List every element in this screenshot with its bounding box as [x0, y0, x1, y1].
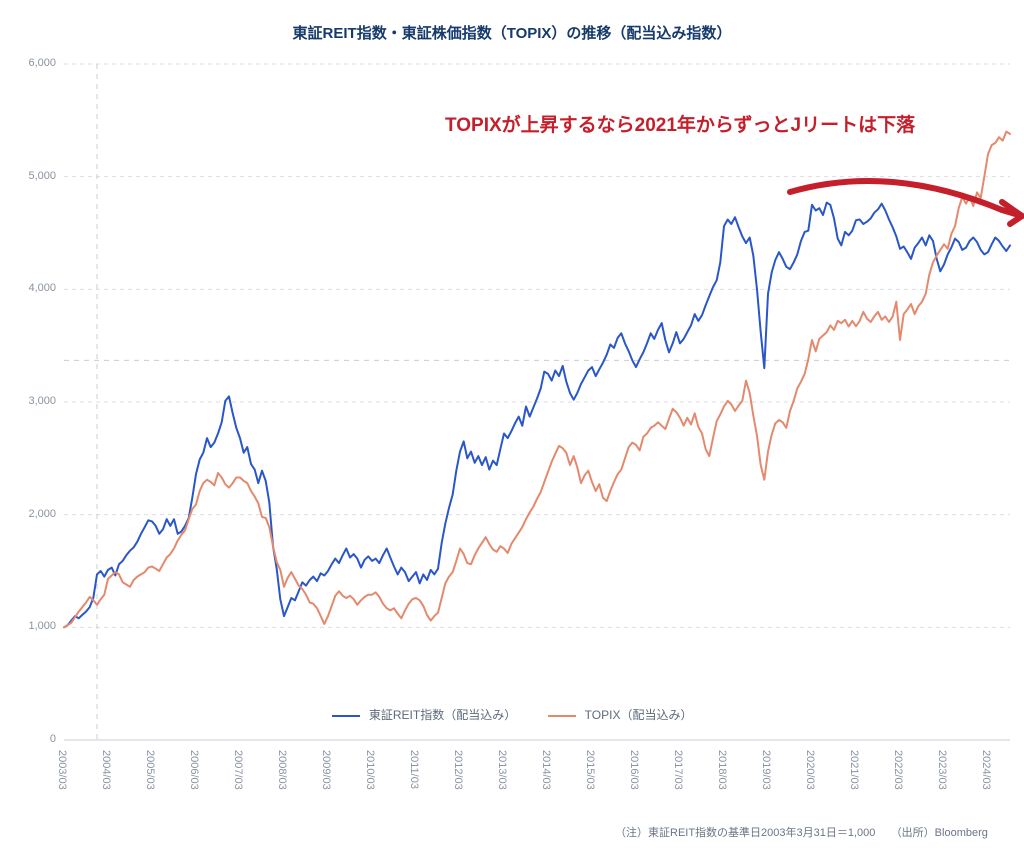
legend: 東証REIT指数（配当込み） TOPIX（配当込み） [0, 706, 1024, 723]
x-tick-label: 2023/03 [936, 750, 948, 790]
y-tick-label: 3,000 [28, 395, 56, 407]
x-tick-label: 2009/03 [320, 750, 332, 790]
legend-item-reit: 東証REIT指数（配当込み） [332, 706, 517, 723]
x-tick-label: 2018/03 [716, 750, 728, 790]
x-tick-label: 2020/03 [804, 750, 816, 790]
legend-label-topix: TOPIX（配当込み） [585, 708, 693, 722]
x-tick-label: 2014/03 [540, 750, 552, 790]
y-tick-label: 1,000 [28, 620, 56, 632]
chart-container: { "chart": { "type": "line", "title": "東… [0, 0, 1024, 849]
legend-label-reit: 東証REIT指数（配当込み） [369, 708, 516, 722]
x-tick-label: 2006/03 [188, 750, 200, 790]
legend-swatch-reit [332, 715, 360, 717]
x-tick-label: 2022/03 [892, 750, 904, 790]
x-tick-label: 2016/03 [628, 750, 640, 790]
x-tick-label: 2019/03 [760, 750, 772, 790]
x-tick-label: 2007/03 [232, 750, 244, 790]
y-tick-label: 0 [50, 733, 56, 745]
x-tick-label: 2011/03 [408, 750, 420, 789]
x-tick-label: 2003/03 [56, 750, 68, 790]
footnote-note: （注）東証REIT指数の基準日2003年3月31日＝1,000 [615, 827, 875, 839]
x-tick-label: 2008/03 [276, 750, 288, 790]
y-tick-label: 6,000 [28, 57, 56, 69]
x-tick-label: 2012/03 [452, 750, 464, 790]
y-tick-label: 5,000 [28, 170, 56, 182]
y-tick-label: 2,000 [28, 508, 56, 520]
x-tick-label: 2021/03 [848, 750, 860, 790]
footnote: （注）東証REIT指数の基準日2003年3月31日＝1,000 （出所）Bloo… [615, 824, 988, 840]
x-tick-label: 2013/03 [496, 750, 508, 790]
legend-item-topix: TOPIX（配当込み） [548, 706, 693, 723]
x-tick-label: 2010/03 [364, 750, 376, 790]
x-tick-label: 2005/03 [144, 750, 156, 790]
x-tick-label: 2024/03 [980, 750, 992, 790]
x-tick-label: 2004/03 [100, 750, 112, 790]
y-tick-label: 4,000 [28, 282, 56, 294]
legend-swatch-topix [548, 715, 576, 717]
x-tick-label: 2017/03 [672, 750, 684, 790]
footnote-source: （出所）Bloomberg [891, 827, 988, 839]
annotation-text: TOPIXが上昇するなら2021年からずっとJリートは下落 [445, 110, 915, 137]
x-tick-label: 2015/03 [584, 750, 596, 790]
